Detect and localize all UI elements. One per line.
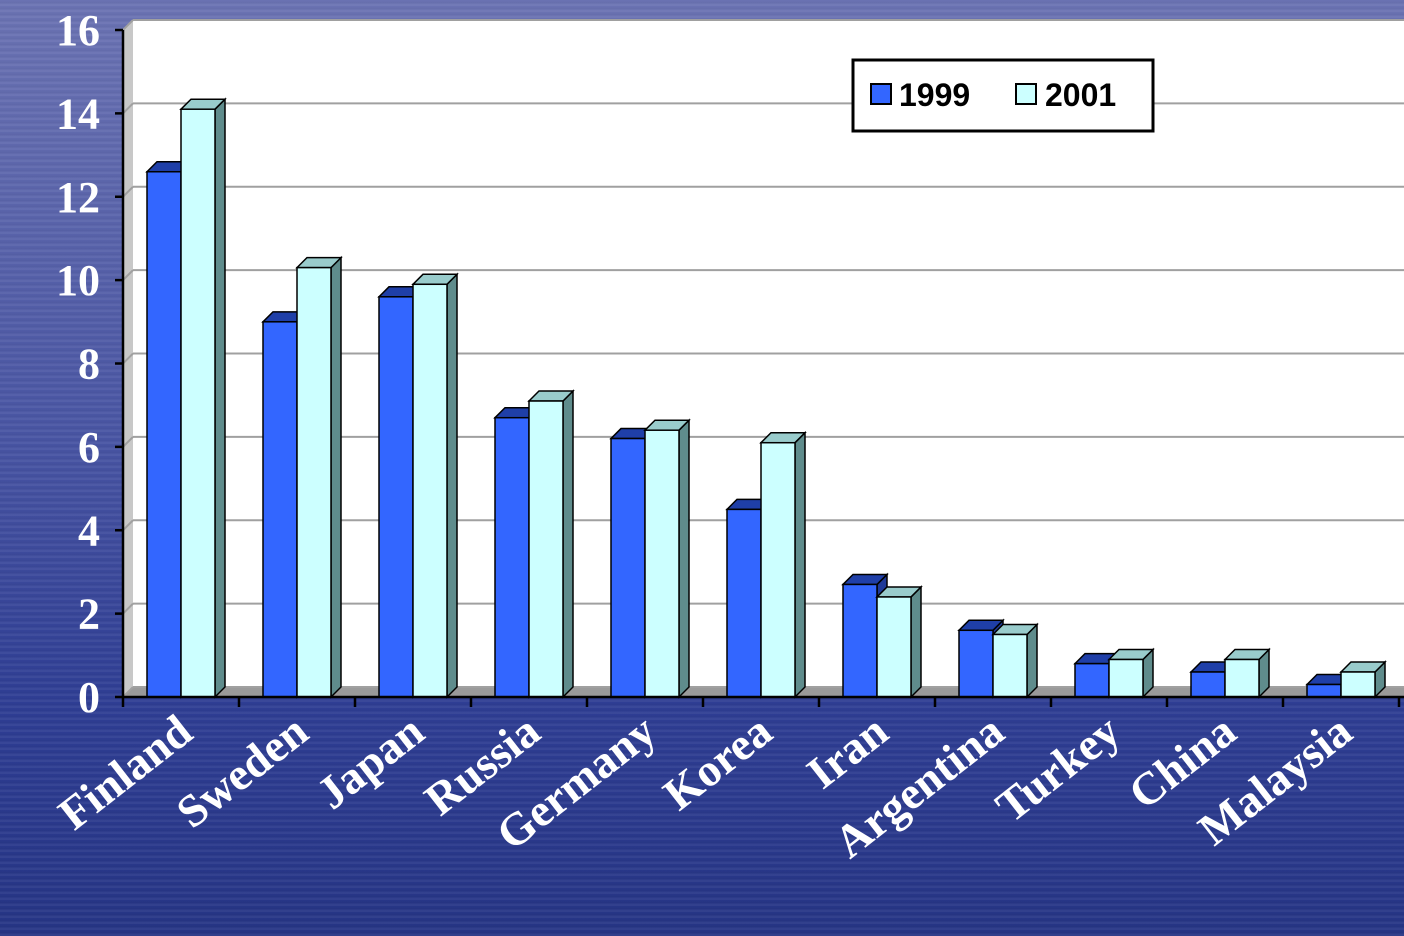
- y-tick-label: 16: [56, 6, 100, 55]
- legend-label-2001: 2001: [1045, 77, 1116, 113]
- gridline: [122, 352, 1404, 365]
- y-tick-label: 12: [56, 173, 100, 222]
- y-tick-label: 0: [78, 673, 100, 722]
- bars: [145, 97, 1387, 699]
- bar-2001-sweden: [295, 255, 343, 699]
- gridline: [122, 269, 1404, 281]
- legend-label-1999: 1999: [899, 77, 970, 113]
- bar-2001-germany: [643, 418, 691, 699]
- y-tick-label: 14: [56, 89, 100, 138]
- bar-2001-korea: [759, 430, 807, 699]
- bar-2001-russia: [527, 389, 575, 699]
- legend-box: [851, 58, 1155, 133]
- legend-swatch-2001: [1015, 83, 1037, 105]
- legend: 1999 2001: [851, 58, 1155, 133]
- x-tick-label-turkey: Turkey: [986, 705, 1129, 832]
- y-axis-ticks: 0 2 4 6 8 10 12 14 16: [56, 6, 100, 722]
- bar-2001-japan: [411, 272, 459, 699]
- bar-2001-turkey: [1107, 647, 1155, 699]
- y-tick-label: 10: [56, 256, 100, 305]
- axes: [115, 28, 1404, 707]
- bar-2001-argentina: [991, 622, 1039, 699]
- gridline: [122, 102, 1404, 115]
- x-tick-label-korea: Korea: [654, 705, 781, 820]
- y-tick-label: 8: [78, 340, 100, 389]
- y-tick-label: 4: [78, 506, 100, 555]
- bar-2001-china: [1223, 647, 1271, 699]
- y-tick-label: 6: [78, 423, 100, 472]
- bar-2001-iran: [875, 585, 923, 699]
- x-tick-label-finland: Finland: [49, 704, 202, 839]
- y-tick-label: 2: [78, 590, 100, 639]
- x-tick-label-japan: Japan: [307, 705, 433, 819]
- x-tick-label-sweden: Sweden: [167, 705, 317, 838]
- bar-2001-malaysia: [1339, 660, 1387, 699]
- legend-swatch-1999: [870, 83, 892, 105]
- gridline: [122, 19, 1404, 31]
- gridline: [122, 185, 1404, 198]
- bar-2001-finland: [179, 97, 227, 699]
